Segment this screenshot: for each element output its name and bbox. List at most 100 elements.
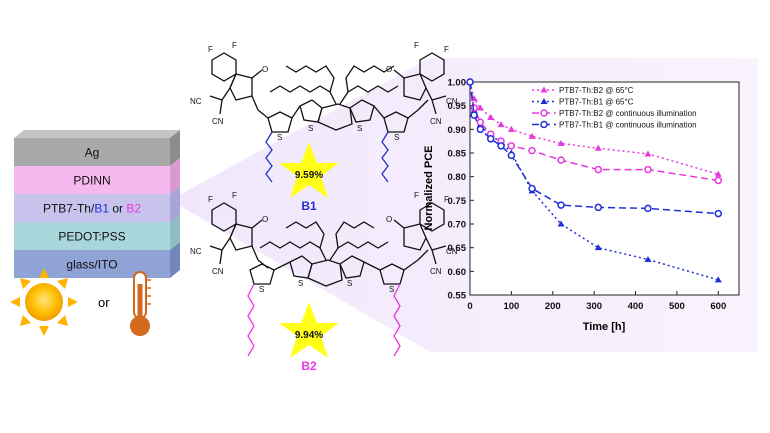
data-point: [644, 150, 652, 157]
data-point: [507, 151, 516, 160]
x-tick-label: 300: [586, 301, 602, 312]
y-tick-label: 0.90: [448, 125, 467, 136]
legend-marker: [540, 98, 548, 104]
y-tick-label: 0.80: [448, 172, 467, 183]
data-point: [507, 125, 515, 132]
data-point: [644, 256, 652, 262]
data-point: [528, 184, 536, 193]
molecule-b1-side-chains: [265, 131, 389, 183]
series-line: [469, 81, 719, 281]
b1-label: B1: [301, 199, 317, 213]
legend-label: PTB7-Th:B1 @ continuous illumination: [559, 121, 697, 130]
device-stack: Ag PDINN PTB7-Th/B1 or B2 PEDOT:PSS glass/IT…: [14, 130, 180, 278]
legend-entry: PTB7-Th:B1 @ 65°C: [532, 98, 634, 107]
x-tick-label: 0: [467, 301, 472, 312]
svg-text:S: S: [277, 133, 282, 142]
x-tick-label: 500: [669, 301, 685, 312]
y-tick-label: 1.00: [448, 78, 467, 89]
data-point: [497, 121, 505, 128]
svg-text:O: O: [262, 65, 268, 74]
chart-plot-area: [469, 81, 740, 296]
data-point: [528, 132, 536, 139]
device-layer-0: Ag: [14, 130, 180, 166]
y-axis-label: Normalized PCE: [423, 146, 435, 231]
legend-label: PTB7-Th:B2 @ continuous illumination: [559, 109, 697, 118]
svg-text:CN: CN: [212, 267, 224, 276]
thermometer-icon: [130, 271, 151, 336]
data-point: [557, 220, 565, 227]
svg-text:O: O: [386, 65, 392, 74]
data-point: [594, 244, 602, 251]
svg-text:CN: CN: [446, 247, 458, 256]
svg-text:F: F: [444, 195, 449, 204]
data-point: [557, 156, 565, 164]
data-point: [557, 140, 565, 147]
svg-text:S: S: [347, 279, 352, 288]
data-point: [466, 78, 474, 86]
svg-text:F: F: [414, 41, 419, 50]
svg-text:CN: CN: [430, 267, 442, 276]
b1-pce-value: 9.59%: [295, 170, 323, 181]
svg-text:CN: CN: [446, 97, 458, 106]
svg-text:S: S: [259, 285, 264, 294]
data-point: [476, 104, 484, 111]
legend-marker: [540, 109, 548, 117]
b2-pce-value: 9.94%: [295, 330, 323, 341]
molecule-b1-atom-labels: F F O NC CN S S S S O F F CN CN: [190, 41, 458, 142]
data-point: [594, 165, 603, 174]
legend-entry: PTB7-Th:B2 @ continuous illumination: [532, 109, 697, 118]
data-point: [476, 125, 485, 134]
series-3: [466, 78, 723, 218]
x-tick-label: 200: [545, 301, 561, 312]
svg-text:NC: NC: [190, 247, 202, 256]
data-point: [644, 204, 652, 213]
svg-text:CN: CN: [212, 117, 224, 126]
data-point: [714, 170, 722, 177]
y-tick-label: 0.95: [448, 101, 467, 112]
x-tick-label: 400: [628, 301, 644, 312]
legend-label: PTB7-Th:B2 @ 65°C: [559, 86, 634, 95]
device-layer-label: PEDOT:PSS: [58, 230, 125, 244]
molecule-b1-structure: [209, 52, 447, 133]
svg-text:S: S: [389, 285, 394, 294]
y-tick-label: 0.55: [448, 291, 467, 302]
b2-label: B2: [301, 359, 317, 373]
b1-pce-star: 9.59%: [279, 142, 339, 198]
svg-text:CN: CN: [430, 117, 442, 126]
device-layer-1: PDINN: [14, 158, 180, 194]
molecule-b2-structure: [209, 202, 447, 287]
y-tick-label: 0.75: [448, 196, 467, 207]
legend-entry: PTB7-Th:B1 @ continuous illumination: [532, 121, 697, 130]
svg-text:O: O: [262, 215, 268, 224]
data-point: [507, 142, 516, 150]
device-layer-label: PTB7-Th/B1 or B2: [43, 202, 141, 216]
y-tick-label: 0.65: [448, 243, 467, 254]
device-layer-2: PTB7-Th/B1 or B2: [14, 186, 180, 222]
data-point: [487, 114, 495, 120]
pce-stability-chart: 0 100 200 300 400 500 600 0.55 0.60 0.65 0.70 0.75 0…: [423, 78, 740, 333]
data-point: [497, 142, 505, 150]
molecule-b2-atom-labels: F F O NC CN S S S S O F F CN CN: [190, 191, 458, 294]
sun-icon: [10, 268, 78, 336]
or-text: or: [98, 295, 110, 310]
svg-text:O: O: [386, 215, 392, 224]
legend-marker: [540, 120, 548, 129]
y-tick-label: 0.60: [448, 267, 467, 278]
data-point: [486, 135, 495, 143]
data-point: [557, 201, 565, 209]
svg-text:S: S: [357, 124, 362, 133]
svg-text:S: S: [308, 124, 313, 133]
legend-entry: PTB7-Th:B2 @ 65°C: [532, 86, 634, 95]
data-point: [714, 276, 722, 283]
legend-marker: [540, 86, 548, 93]
svg-text:NC: NC: [190, 97, 202, 106]
y-tick-label: 0.70: [448, 220, 467, 231]
data-point: [714, 176, 723, 185]
molecule-b2-side-chains: [247, 283, 401, 357]
x-tick-label: 100: [503, 301, 519, 312]
svg-text:S: S: [298, 279, 303, 288]
legend-label: PTB7-Th:B1 @ 65°C: [559, 98, 634, 107]
y-tick-label: 0.85: [448, 149, 467, 160]
svg-text:F: F: [232, 41, 237, 50]
svg-text:F: F: [208, 45, 213, 54]
